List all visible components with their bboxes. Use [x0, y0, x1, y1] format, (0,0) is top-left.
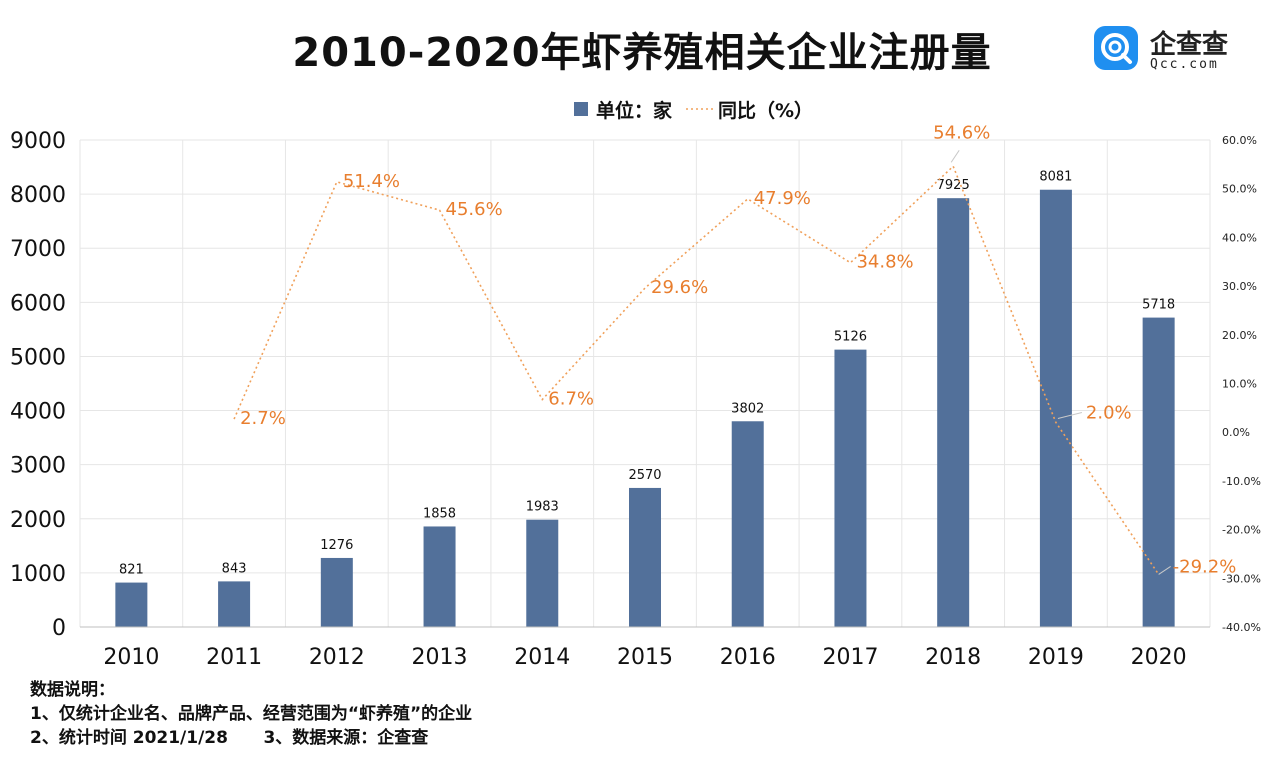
- yoy-point-label: -29.2%: [1173, 556, 1237, 577]
- x-tick-label: 2011: [206, 645, 262, 670]
- chart-title: 2010-2020年虾养殖相关企业注册量: [292, 30, 992, 76]
- bar: [731, 421, 764, 627]
- x-tick-label: 2020: [1131, 645, 1187, 670]
- bar-value-label: 1276: [320, 538, 353, 553]
- y-left-tick-label: 4000: [10, 400, 66, 425]
- bar-value-label: 2570: [628, 468, 661, 483]
- legend-line-label: 同比（%）: [718, 99, 813, 122]
- bar: [320, 557, 353, 627]
- y-left-tick-label: 7000: [10, 237, 66, 262]
- bar: [423, 526, 456, 627]
- y-right-tick-label: 0.0%: [1222, 426, 1250, 439]
- bar-value-label: 5718: [1142, 298, 1175, 313]
- yoy-leader-line: [950, 150, 960, 163]
- y-left-tick-label: 1000: [10, 562, 66, 587]
- bar-value-label: 5126: [834, 330, 867, 345]
- bar: [937, 198, 970, 628]
- y-right-tick-label: -20.0%: [1222, 524, 1261, 537]
- y-right-tick-label: 50.0%: [1222, 183, 1257, 196]
- x-tick-label: 2015: [617, 645, 673, 670]
- yoy-point-label: 54.6%: [933, 122, 990, 143]
- y-right-tick-label: 20.0%: [1222, 329, 1257, 342]
- yoy-point-label: 51.4%: [343, 171, 400, 192]
- y-left-tick-label: 5000: [10, 345, 66, 370]
- x-tick-label: 2013: [412, 645, 468, 670]
- yoy-line: [233, 164, 1160, 575]
- line-series: 2.7% 51.4% 45.6% 6.7% 29.6% 47.9% 34.8% 54.6% 2.…: [233, 122, 1237, 577]
- qcc-logo: 企查查 Qcc.com: [1094, 26, 1264, 76]
- bar: [834, 349, 867, 627]
- y-left-tick-label: 3000: [10, 454, 66, 479]
- bar: [218, 581, 251, 627]
- bar-value-label: 821: [119, 563, 144, 578]
- yoy-leader-line: [1057, 411, 1083, 419]
- x-tick-label: 2014: [514, 645, 570, 670]
- notes-line-2: 2、统计时间 2021/1/28 3、数据来源：企查查: [30, 728, 429, 748]
- bar-value-label: 1983: [526, 500, 559, 515]
- yoy-point-label: 29.6%: [651, 277, 708, 298]
- bar: [1039, 189, 1072, 628]
- x-tick-label: 2016: [720, 645, 776, 670]
- yoy-point-label: 45.6%: [446, 199, 503, 220]
- bar-series: 821 843 1276 1858 1983 2570 3802 5126 7925 8081 57…: [115, 170, 1175, 628]
- yoy-point-label: 47.9%: [754, 188, 811, 209]
- y-right-tick-label: 60.0%: [1222, 134, 1257, 147]
- yoy-point-label: 2.7%: [240, 408, 286, 429]
- notes-line-1: 1、仅统计企业名、品牌产品、经营范围为“虾养殖”的企业: [30, 704, 473, 724]
- y-right-tick-label: 30.0%: [1222, 280, 1257, 293]
- bar: [1142, 317, 1175, 627]
- logo-domain: Qcc.com: [1150, 57, 1219, 72]
- y-left-tick-label: 9000: [10, 129, 66, 154]
- bar-value-label: 8081: [1039, 170, 1072, 185]
- legend-bar-label: 单位：家: [596, 99, 673, 122]
- bar-value-label: 7925: [937, 178, 970, 193]
- bar: [115, 582, 148, 627]
- x-tick-label: 2018: [925, 645, 981, 670]
- x-tick-label: 2017: [822, 645, 878, 670]
- legend: 单位：家 同比（%）: [574, 99, 813, 122]
- axes: 0 1000 2000 3000 4000 5000 6000 7000 8000 9000 -40…: [10, 129, 1261, 670]
- chart-area: 821 843 1276 1858 1983 2570 3802 5126 7925 8081 57…: [10, 99, 1261, 670]
- bar-value-label: 843: [222, 561, 247, 576]
- y-right-tick-label: -30.0%: [1222, 572, 1261, 585]
- y-right-tick-label: 40.0%: [1222, 231, 1257, 244]
- yoy-point-label: 6.7%: [548, 389, 594, 410]
- x-tick-label: 2012: [309, 645, 365, 670]
- x-tick-label: 2019: [1028, 645, 1084, 670]
- y-left-tick-label: 2000: [10, 508, 66, 533]
- yoy-point-label: 2.0%: [1086, 402, 1132, 423]
- yoy-leader-line: [1158, 565, 1171, 575]
- y-right-tick-label: 10.0%: [1222, 378, 1257, 391]
- yoy-point-label: 34.8%: [856, 252, 913, 273]
- bar: [526, 519, 559, 627]
- y-left-tick-label: 8000: [10, 183, 66, 208]
- bar: [629, 487, 661, 627]
- x-tick-label: 2010: [103, 645, 159, 670]
- logo-brand: 企查查: [1150, 30, 1229, 60]
- grid-lines: [79, 139, 1211, 628]
- bar-value-label: 3802: [731, 401, 764, 416]
- notes-heading: 数据说明：: [30, 680, 115, 700]
- bar-value-label: 1858: [423, 506, 456, 521]
- data-notes: 数据说明： 1、仅统计企业名、品牌产品、经营范围为“虾养殖”的企业 2、统计时间…: [30, 678, 472, 750]
- y-left-tick-label: 0: [52, 616, 66, 641]
- y-right-tick-label: -10.0%: [1222, 475, 1261, 488]
- legend-bar-swatch: [574, 102, 588, 116]
- y-right-tick-label: -40.0%: [1222, 621, 1261, 634]
- qcc-logo-icon: [1094, 26, 1138, 70]
- y-left-tick-label: 6000: [10, 291, 66, 316]
